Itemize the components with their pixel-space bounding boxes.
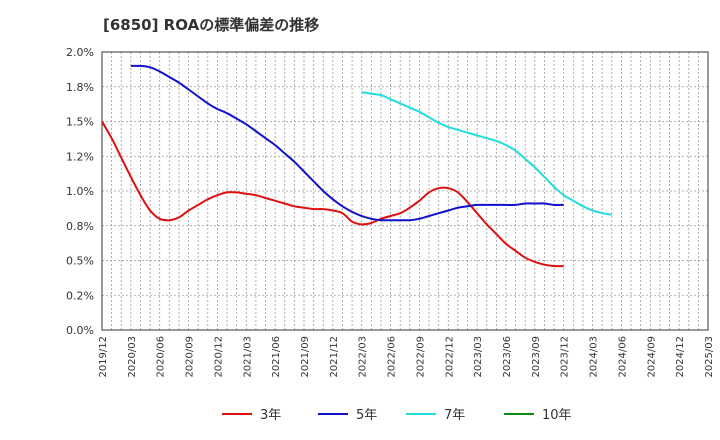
y-tick-label: 1.0%: [66, 185, 94, 198]
series: [101, 64, 612, 268]
y-tick-label: 0.2%: [66, 289, 94, 302]
y-tick-label: 0.0%: [66, 324, 94, 337]
legend: 3年 5年 7年 10年: [222, 408, 572, 423]
grid: [102, 52, 708, 330]
plot-frame: [101, 51, 709, 331]
y-axis-ticks: 0.0% 0.2% 0.5% 0.8% 1.0% 1.2% 1.5% 1.8% 2.0%: [66, 46, 94, 337]
x-tick-label: 2022/06: [387, 336, 398, 378]
x-tick-label: 2023/09: [531, 336, 542, 378]
x-tick-label: 2022/12: [444, 336, 455, 378]
series-line-5年: [130, 64, 564, 222]
y-tick-label: 1.2%: [66, 150, 94, 163]
x-tick-label: 2021/09: [300, 336, 311, 378]
x-tick-label: 2020/03: [127, 336, 138, 378]
x-tick-label: 2023/12: [560, 336, 571, 378]
x-tick-label: 2021/03: [242, 336, 253, 378]
x-tick-label: 2020/06: [156, 336, 167, 378]
series-line-7年: [361, 91, 612, 216]
x-tick-label: 2022/03: [358, 336, 369, 378]
x-tick-label: 2021/12: [329, 336, 340, 378]
x-tick-label: 2025/03: [704, 336, 715, 378]
x-tick-label: 2024/06: [617, 336, 628, 378]
legend-label: 3年: [260, 408, 281, 423]
chart-title: [6850] ROAの標準偏差の推移: [103, 16, 320, 34]
legend-label: 5年: [356, 408, 377, 423]
x-tick-label: 2023/06: [502, 336, 513, 378]
y-tick-label: 0.5%: [66, 255, 94, 268]
x-tick-label: 2023/03: [473, 336, 484, 378]
x-tick-label: 2022/09: [415, 336, 426, 378]
series-line-3年: [101, 121, 564, 268]
x-tick-label: 2024/12: [675, 336, 686, 378]
x-tick-label: 2019/12: [98, 336, 109, 378]
x-tick-label: 2021/06: [271, 336, 282, 378]
y-tick-label: 1.8%: [66, 81, 94, 94]
x-axis-ticks: 2019/12 2020/03 2020/06 2020/09 2020/12 2021/…: [98, 336, 715, 378]
y-tick-label: 0.8%: [66, 220, 94, 233]
y-tick-label: 2.0%: [66, 46, 94, 59]
x-tick-label: 2024/09: [646, 336, 657, 378]
x-tick-label: 2020/09: [185, 336, 196, 378]
legend-label: 7年: [444, 408, 465, 423]
x-tick-label: 2020/12: [213, 336, 224, 378]
legend-label: 10年: [542, 408, 572, 423]
y-tick-label: 1.5%: [66, 116, 94, 129]
x-tick-label: 2024/03: [589, 336, 600, 378]
